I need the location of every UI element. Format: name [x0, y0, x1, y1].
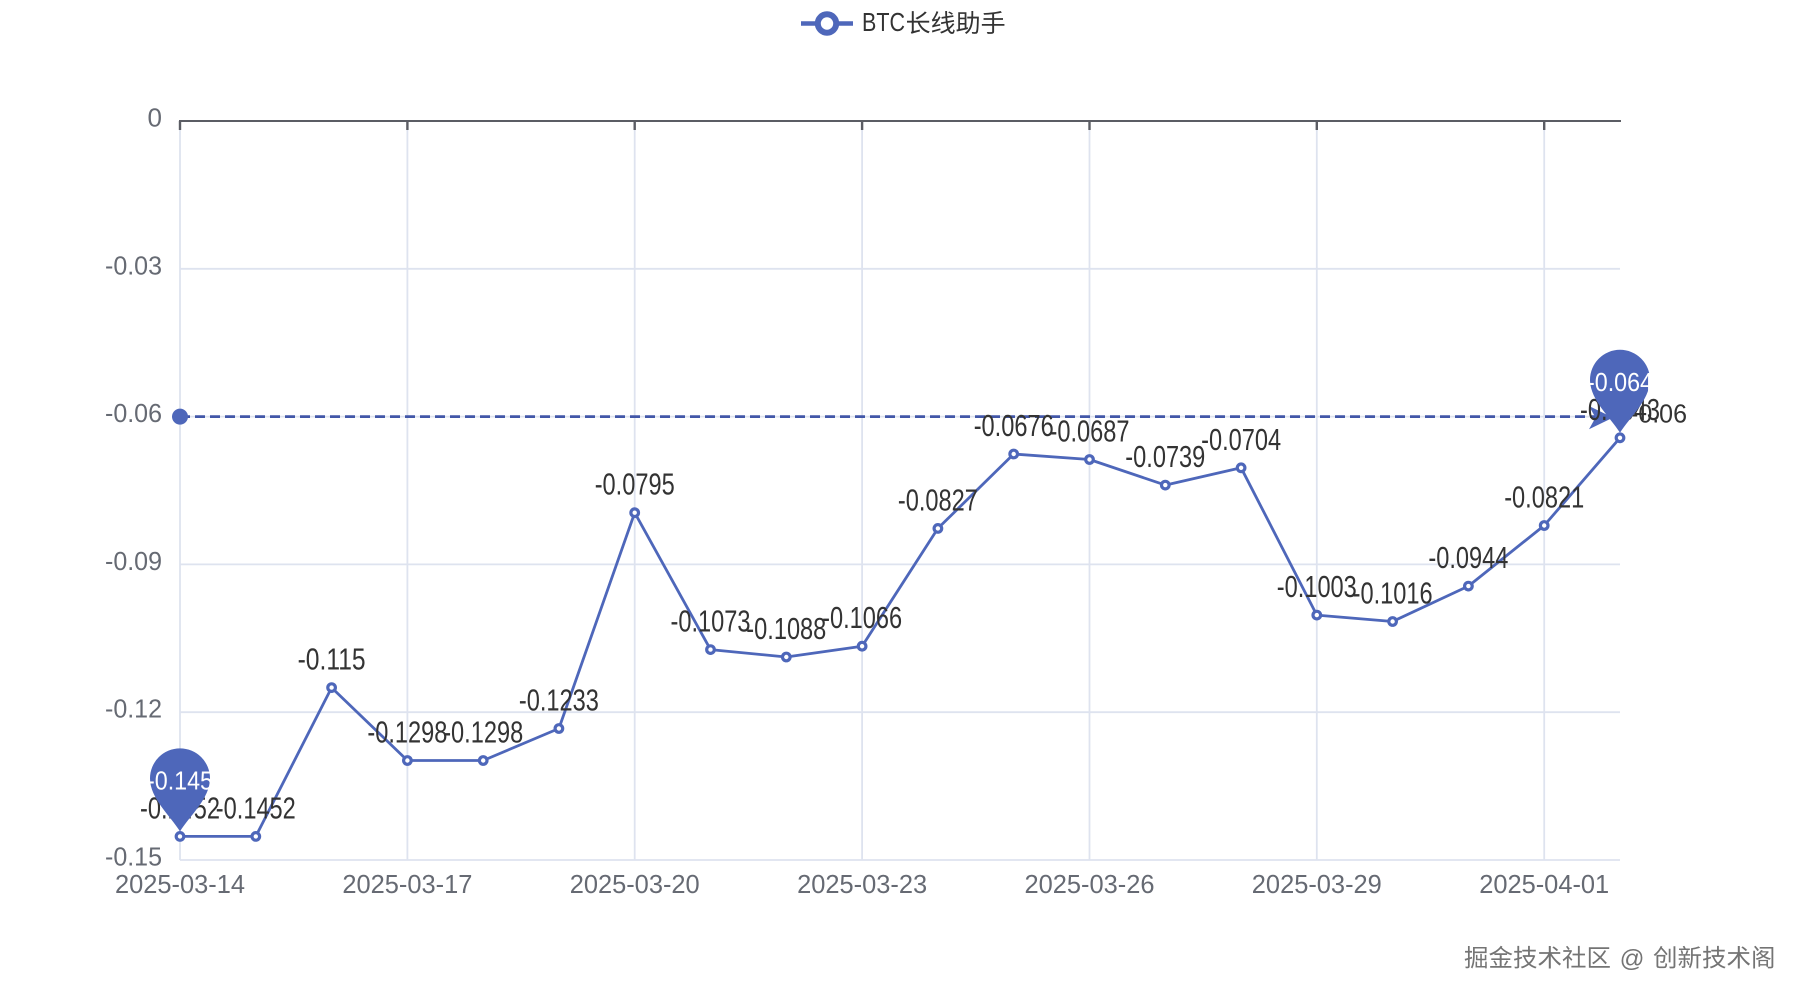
- svg-text:-0.1066: -0.1066: [822, 600, 902, 635]
- svg-text:-0.12: -0.12: [105, 694, 162, 724]
- svg-text:-0.0944: -0.0944: [1428, 540, 1508, 575]
- svg-text:-0.1233: -0.1233: [519, 683, 599, 718]
- svg-text:2025-03-17: 2025-03-17: [342, 869, 472, 899]
- svg-text:-0.145: -0.145: [147, 765, 213, 795]
- svg-text:-0.064: -0.064: [1587, 367, 1653, 397]
- svg-text:-0.0827: -0.0827: [898, 482, 978, 517]
- svg-text:2025-03-20: 2025-03-20: [570, 869, 700, 899]
- svg-text:-0.115: -0.115: [298, 642, 366, 677]
- svg-text:-0.0687: -0.0687: [1050, 414, 1130, 449]
- svg-text:-0.1298: -0.1298: [367, 715, 447, 750]
- svg-text:-0.15: -0.15: [105, 842, 162, 872]
- svg-text:2025-03-26: 2025-03-26: [1025, 869, 1155, 899]
- svg-text:0: 0: [148, 103, 162, 133]
- svg-text:2025-04-01: 2025-04-01: [1479, 869, 1609, 899]
- svg-text:BTC: BTC: [862, 7, 905, 37]
- svg-text:-0.1003: -0.1003: [1277, 569, 1357, 604]
- svg-text:-0.0676: -0.0676: [974, 408, 1054, 443]
- svg-text:2025-03-23: 2025-03-23: [797, 869, 927, 899]
- svg-text:2025-03-29: 2025-03-29: [1252, 869, 1382, 899]
- svg-text:-0.0704: -0.0704: [1201, 422, 1281, 457]
- svg-text:-0.0739: -0.0739: [1125, 439, 1205, 474]
- svg-text:2025-03-14: 2025-03-14: [115, 869, 245, 899]
- svg-text:-0.06: -0.06: [105, 398, 162, 428]
- svg-text:-0.1452: -0.1452: [216, 790, 296, 825]
- svg-text:-0.1016: -0.1016: [1353, 576, 1433, 611]
- svg-text:@: @: [1622, 948, 1647, 975]
- svg-text:-0.1088: -0.1088: [746, 611, 826, 646]
- svg-text:@: @: [1620, 946, 1645, 973]
- svg-text:-0.09: -0.09: [105, 546, 162, 576]
- svg-text:-0.1298: -0.1298: [443, 715, 523, 750]
- svg-text:-0.0795: -0.0795: [595, 467, 675, 502]
- svg-text:-0.03: -0.03: [105, 250, 162, 280]
- svg-text:-0.1073: -0.1073: [671, 604, 751, 639]
- svg-text:-0.0821: -0.0821: [1504, 480, 1584, 515]
